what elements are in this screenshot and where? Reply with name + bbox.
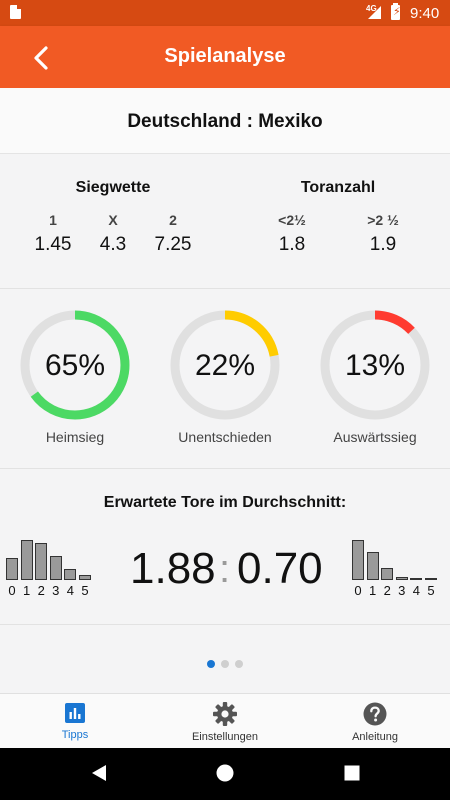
odds-value: 1.8 — [278, 234, 306, 255]
recents-square-icon[interactable] — [342, 762, 362, 784]
nav-tipps[interactable]: Tipps — [0, 694, 150, 749]
histogram-tick-label: 3 — [398, 583, 406, 598]
histogram-tick-label: 4 — [412, 583, 420, 598]
prob-away: 13% Auswärtssieg — [310, 309, 440, 445]
histogram-bar — [352, 540, 364, 580]
help-circle-icon — [363, 702, 387, 726]
prob-ring — [320, 310, 430, 420]
histogram-bar — [395, 576, 408, 580]
odds-label: 1 — [49, 212, 57, 228]
back-triangle-icon[interactable] — [88, 762, 108, 784]
expected-goals-title: Erwartete Tore im Durchschnitt: — [103, 494, 347, 511]
histogram-bar — [6, 558, 18, 580]
siegwette-title: Siegwette — [75, 179, 151, 196]
system-navigation-bar — [0, 748, 450, 800]
nav-anleitung[interactable]: Anleitung — [300, 694, 450, 749]
away-expected-goals: 0.70 — [237, 544, 323, 593]
match-header: Deutschland : Mexiko — [0, 88, 450, 154]
histogram-tick-label: 0 — [354, 583, 362, 598]
odds-section: Siegwette Toranzahl 1 1.45 X 4.3 2 7.25 … — [0, 154, 450, 289]
home-expected-goals: 1.88 — [130, 544, 216, 593]
histogram-bar — [410, 578, 423, 580]
network-type: 4G — [366, 4, 377, 13]
page-title: Spielanalyse — [164, 45, 286, 67]
histogram-bar — [20, 540, 33, 580]
histogram-bar — [366, 552, 379, 580]
battery-icon — [391, 3, 400, 20]
bar-chart-icon — [65, 703, 85, 723]
gear-icon — [213, 702, 237, 726]
app-bar: Spielanalyse — [0, 26, 450, 88]
odds-value: 7.25 — [154, 234, 192, 255]
odds-label: 2 — [169, 212, 177, 228]
histogram-tick-label: 5 — [81, 583, 89, 598]
prob-label: Auswärtssieg — [333, 429, 417, 445]
sim-card-icon — [10, 5, 21, 19]
histogram-tick-label: 2 — [383, 583, 391, 598]
histogram-tick-label: 1 — [368, 583, 377, 598]
score-separator: : — [219, 547, 231, 591]
status-bar: 4G ⚡ 9:40 — [0, 0, 450, 26]
home-circle-icon[interactable] — [215, 762, 235, 784]
prob-label: Unentschieden — [178, 429, 272, 445]
odds-label: >2 ½ — [367, 212, 399, 228]
prob-home: 65% Heimsieg — [10, 309, 140, 445]
histogram-tick-label: 2 — [37, 583, 45, 598]
prob-draw: 22% Unentschieden — [160, 309, 290, 445]
prob-ring — [20, 310, 130, 420]
histogram-bar — [381, 568, 394, 580]
prob-percent: 22% — [194, 349, 256, 382]
odds-label: X — [108, 212, 118, 228]
prob-ring-arc — [20, 310, 130, 420]
page-indicator — [0, 655, 450, 668]
histogram-bar — [35, 543, 48, 580]
histogram-bar — [49, 556, 62, 580]
histogram-tick-label: 4 — [66, 583, 74, 598]
odds-value: 1.9 — [369, 234, 397, 255]
odds-draw: X 4.3 — [83, 212, 143, 256]
toranzahl-title: Toranzahl — [300, 179, 376, 196]
histogram-tick-label: 0 — [8, 583, 16, 598]
page-dot[interactable] — [235, 660, 243, 668]
match-title: Deutschland : Mexiko — [127, 111, 323, 132]
prob-label: Heimsieg — [45, 429, 105, 445]
odds-value: 4.3 — [99, 234, 127, 255]
odds-over: >2 ½ 1.9 — [353, 212, 413, 256]
nav-label: Einstellungen — [191, 731, 259, 743]
probability-section: 65% Heimsieg 22% Unentschieden 13% Auswä… — [0, 289, 450, 469]
bottom-navigation: Tipps Einstellungen Anleitung — [0, 693, 450, 748]
odds-home: 1 1.45 — [23, 212, 83, 256]
status-time: 9:40 — [410, 5, 440, 22]
nav-einstellungen[interactable]: Einstellungen — [150, 694, 300, 749]
prob-ring — [170, 310, 280, 420]
charging-icon: ⚡ — [393, 6, 401, 18]
histogram-tick-label: 5 — [427, 583, 435, 598]
odds-label: <2½ — [278, 212, 306, 228]
prob-ring-arc — [320, 310, 430, 420]
odds-value: 1.45 — [34, 234, 72, 255]
chevron-left-icon — [34, 46, 48, 70]
prob-ring-arc — [170, 310, 280, 420]
histogram-bar — [79, 575, 91, 580]
prob-percent: 65% — [44, 349, 106, 382]
prob-percent: 13% — [344, 349, 406, 382]
page-dot[interactable] — [221, 660, 229, 668]
back-button[interactable] — [22, 38, 62, 78]
page-dot[interactable] — [207, 660, 215, 668]
histogram-tick-label: 1 — [22, 583, 31, 598]
histogram-tick-label: 3 — [52, 583, 60, 598]
nav-label: Anleitung — [352, 731, 398, 743]
signal-icon — [368, 6, 381, 19]
histogram-bar — [425, 578, 437, 580]
odds-under: <2½ 1.8 — [262, 212, 322, 256]
histogram-bar — [64, 568, 77, 580]
odds-away: 2 7.25 — [143, 212, 203, 256]
nav-label: Tipps — [61, 729, 89, 741]
